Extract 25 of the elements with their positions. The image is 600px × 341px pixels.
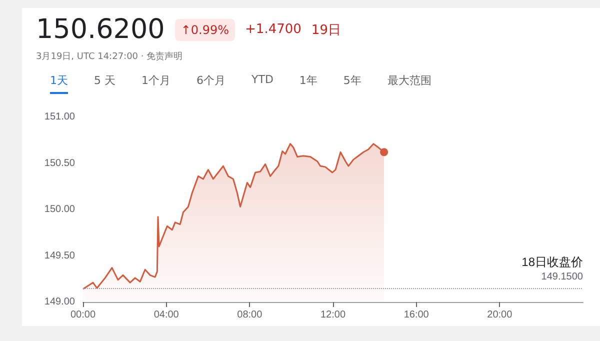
text: +1.4700: [245, 22, 302, 37]
y-tick-label: 150.00: [44, 204, 76, 215]
chart-subtitle: 3月19日, UTC 14:27:00 · 免责声明: [36, 50, 183, 63]
text: 1个月: [142, 73, 170, 89]
text: 最大范围: [387, 73, 432, 89]
text: 1天: [50, 73, 68, 94]
ref-line-label: 18日收盘价 149.1500: [522, 255, 584, 283]
text: 5 天: [94, 73, 116, 89]
x-tick-label: 00:00: [70, 310, 96, 320]
x-tick-label: 12:00: [320, 310, 346, 320]
y-tick-label: 149.00: [44, 296, 76, 308]
y-tick-label: 151.00: [44, 112, 76, 122]
text: 5年: [343, 73, 362, 89]
y-tick-label: 150.50: [44, 158, 76, 169]
x-tick-label: 20:00: [487, 310, 513, 320]
text: 19日: [311, 22, 341, 38]
text: 1年: [299, 73, 318, 89]
text: ↑0.99%: [174, 18, 236, 40]
x-tick-label: 08:00: [237, 310, 263, 320]
text: 6个月: [196, 73, 226, 89]
y-tick-label: 149.50: [44, 250, 76, 262]
chart-title: 150.6200: [36, 14, 165, 45]
text: YTD: [252, 73, 274, 88]
x-tick-label: 16:00: [404, 310, 430, 320]
x-tick-label: 04:00: [154, 310, 180, 320]
